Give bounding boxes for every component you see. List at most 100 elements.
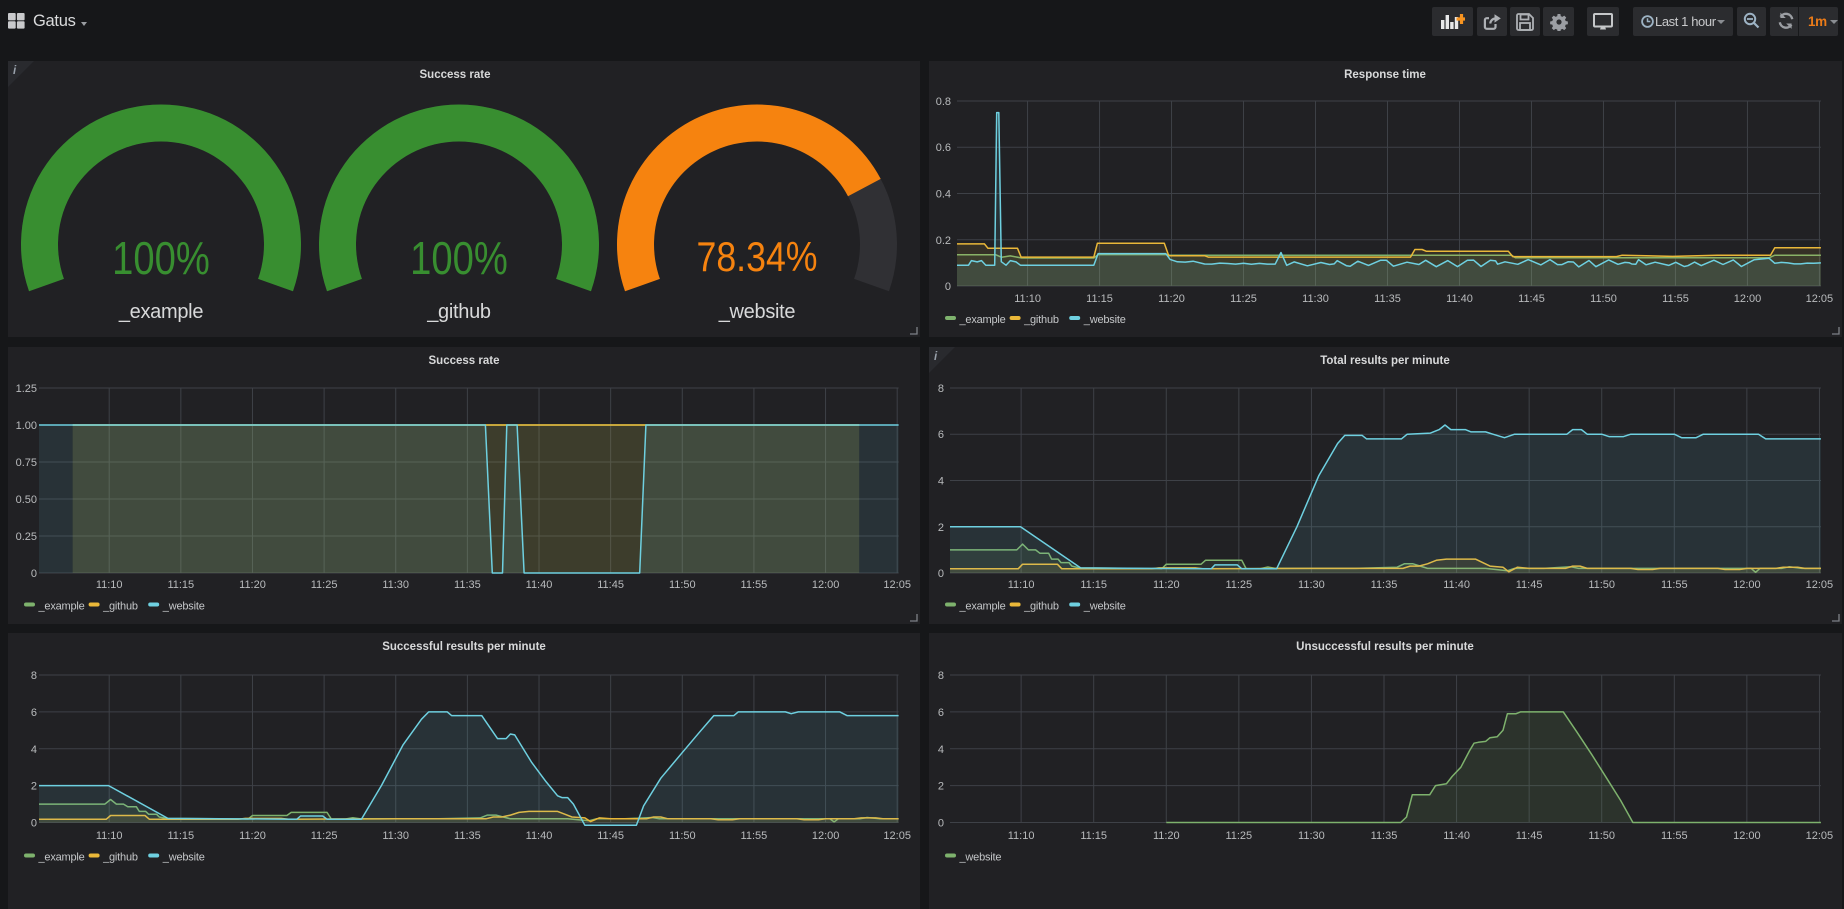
svg-text:1.00: 1.00: [16, 420, 37, 432]
svg-text:Success rate: Success rate: [429, 355, 500, 367]
svg-text:12:05: 12:05: [1806, 293, 1834, 305]
svg-text:Total results per minute: Total results per minute: [1320, 355, 1450, 367]
svg-text:11:30: 11:30: [382, 579, 409, 591]
svg-text:_github: _github: [426, 301, 491, 323]
svg-text:11:15: 11:15: [1080, 830, 1107, 842]
svg-text:12:00: 12:00: [1733, 830, 1761, 842]
svg-text:Response time: Response time: [1344, 69, 1426, 81]
svg-text:11:30: 11:30: [1298, 830, 1325, 842]
svg-text:6: 6: [938, 429, 944, 441]
svg-text:_example: _example: [38, 852, 85, 864]
svg-text:12:05: 12:05: [883, 579, 911, 591]
svg-text:11:35: 11:35: [1371, 579, 1398, 591]
svg-text:11:10: 11:10: [1008, 830, 1035, 842]
svg-text:0.4: 0.4: [936, 189, 951, 201]
svg-text:_github: _github: [102, 601, 138, 613]
svg-text:11:45: 11:45: [597, 830, 624, 842]
svg-text:11:15: 11:15: [167, 830, 194, 842]
svg-text:11:40: 11:40: [1443, 579, 1470, 591]
svg-text:11:25: 11:25: [311, 579, 338, 591]
svg-text:0: 0: [31, 568, 37, 580]
svg-text:0.8: 0.8: [936, 96, 951, 108]
svg-text:0.50: 0.50: [16, 494, 37, 506]
svg-text:_website: _website: [1083, 314, 1126, 326]
svg-text:11:40: 11:40: [526, 830, 553, 842]
svg-text:1.25: 1.25: [16, 383, 37, 395]
svg-text:i: i: [13, 65, 17, 77]
svg-text:_example: _example: [959, 601, 1006, 613]
svg-text:0.2: 0.2: [936, 235, 951, 247]
svg-text:4: 4: [31, 744, 37, 756]
svg-text:11:20: 11:20: [239, 579, 266, 591]
svg-text:0.25: 0.25: [16, 531, 37, 543]
svg-text:0: 0: [938, 568, 944, 580]
svg-text:100%: 100%: [410, 233, 508, 284]
svg-text:6: 6: [31, 707, 37, 719]
svg-text:11:55: 11:55: [1661, 830, 1688, 842]
svg-text:0.6: 0.6: [936, 142, 951, 154]
svg-text:_website: _website: [1083, 601, 1126, 613]
svg-text:78.34%: 78.34%: [696, 234, 817, 280]
svg-text:11:25: 11:25: [1225, 830, 1252, 842]
svg-text:11:25: 11:25: [1225, 579, 1252, 591]
svg-text:12:00: 12:00: [812, 830, 840, 842]
svg-text:11:45: 11:45: [1518, 293, 1545, 305]
svg-text:Unsuccessful results per minut: Unsuccessful results per minute: [1296, 641, 1474, 653]
svg-text:11:25: 11:25: [1230, 293, 1257, 305]
svg-text:_website: _website: [718, 301, 796, 323]
svg-text:11:40: 11:40: [1443, 830, 1470, 842]
svg-text:12:00: 12:00: [812, 579, 840, 591]
svg-text:_github: _github: [102, 852, 138, 864]
svg-text:11:50: 11:50: [1588, 579, 1615, 591]
svg-text:11:10: 11:10: [1008, 579, 1035, 591]
svg-text:11:35: 11:35: [454, 830, 481, 842]
svg-text:11:10: 11:10: [1014, 293, 1041, 305]
svg-text:8: 8: [31, 670, 37, 682]
svg-text:12:00: 12:00: [1733, 579, 1761, 591]
svg-text:12:05: 12:05: [883, 830, 911, 842]
svg-text:11:40: 11:40: [1446, 293, 1473, 305]
svg-text:11:55: 11:55: [741, 830, 768, 842]
svg-text:8: 8: [938, 670, 944, 682]
svg-text:i: i: [934, 351, 938, 363]
svg-text:11:20: 11:20: [239, 830, 266, 842]
svg-text:_example: _example: [118, 301, 203, 323]
svg-text:11:45: 11:45: [1516, 579, 1543, 591]
svg-text:12:05: 12:05: [1806, 579, 1834, 591]
svg-text:2: 2: [31, 781, 37, 793]
svg-text:8: 8: [938, 383, 944, 395]
svg-text:2: 2: [938, 781, 944, 793]
svg-text:11:20: 11:20: [1158, 293, 1185, 305]
svg-text:11:50: 11:50: [669, 830, 696, 842]
svg-text:11:55: 11:55: [1661, 579, 1688, 591]
svg-text:11:30: 11:30: [382, 830, 409, 842]
svg-text:100%: 100%: [112, 233, 210, 284]
svg-text:6: 6: [938, 707, 944, 719]
svg-text:_website: _website: [959, 852, 1002, 864]
svg-text:Successful results per minute: Successful results per minute: [382, 641, 546, 653]
svg-text:11:10: 11:10: [96, 579, 123, 591]
svg-text:11:50: 11:50: [1588, 830, 1615, 842]
svg-text:_github: _github: [1023, 314, 1059, 326]
svg-text:11:50: 11:50: [1590, 293, 1617, 305]
svg-text:_website: _website: [162, 601, 205, 613]
svg-text:11:35: 11:35: [1374, 293, 1401, 305]
svg-text:11:55: 11:55: [741, 579, 768, 591]
svg-text:11:10: 11:10: [96, 830, 123, 842]
svg-text:11:15: 11:15: [1086, 293, 1113, 305]
svg-text:11:30: 11:30: [1298, 579, 1325, 591]
svg-text:11:30: 11:30: [1302, 293, 1329, 305]
svg-text:11:35: 11:35: [454, 579, 481, 591]
svg-text:11:40: 11:40: [526, 579, 553, 591]
svg-text:11:45: 11:45: [1516, 830, 1543, 842]
svg-text:4: 4: [938, 476, 944, 488]
svg-text:11:50: 11:50: [669, 579, 696, 591]
svg-text:11:35: 11:35: [1371, 830, 1398, 842]
svg-text:12:05: 12:05: [1806, 830, 1834, 842]
svg-text:11:15: 11:15: [1080, 579, 1107, 591]
svg-text:11:20: 11:20: [1153, 830, 1180, 842]
svg-text:Success rate: Success rate: [420, 69, 491, 81]
svg-text:11:15: 11:15: [167, 579, 194, 591]
svg-text:_example: _example: [38, 601, 85, 613]
svg-text:_example: _example: [959, 314, 1006, 326]
